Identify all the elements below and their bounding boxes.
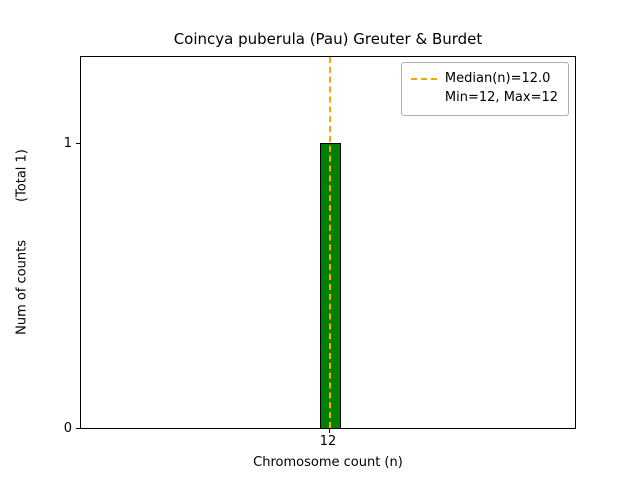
- median-line: [329, 57, 331, 428]
- y-tick-label-1: 1: [63, 136, 72, 151]
- y-axis-label-total: (Total 1): [14, 149, 30, 203]
- legend-label-median: Median(n)=12.0: [444, 71, 551, 86]
- x-tick-mark-12: [329, 429, 330, 433]
- legend: Median(n)=12.0 Min=12, Max=12: [400, 62, 569, 116]
- y-tick-label-0: 0: [63, 421, 72, 436]
- plot-area: Median(n)=12.0 Min=12, Max=12: [80, 56, 576, 429]
- x-axis-label: Chromosome count (n): [253, 455, 403, 470]
- chart-title: Coincya puberula (Pau) Greuter & Burdet: [173, 30, 483, 48]
- x-tick-label-12: 12: [319, 434, 337, 449]
- y-tick-mark-1: [76, 143, 80, 144]
- legend-label-minmax: Min=12, Max=12: [444, 89, 558, 105]
- legend-sample-spacer: [411, 97, 437, 99]
- y-axis-label: Num of counts (Total 1): [15, 149, 30, 335]
- y-axis-label-main: Num of counts: [14, 240, 30, 335]
- legend-line-sample: [410, 78, 437, 81]
- legend-entry-median: Median(n)=12.0: [410, 70, 558, 89]
- y-tick-mark-0: [76, 428, 80, 429]
- legend-entry-minmax: Min=12, Max=12: [411, 89, 558, 108]
